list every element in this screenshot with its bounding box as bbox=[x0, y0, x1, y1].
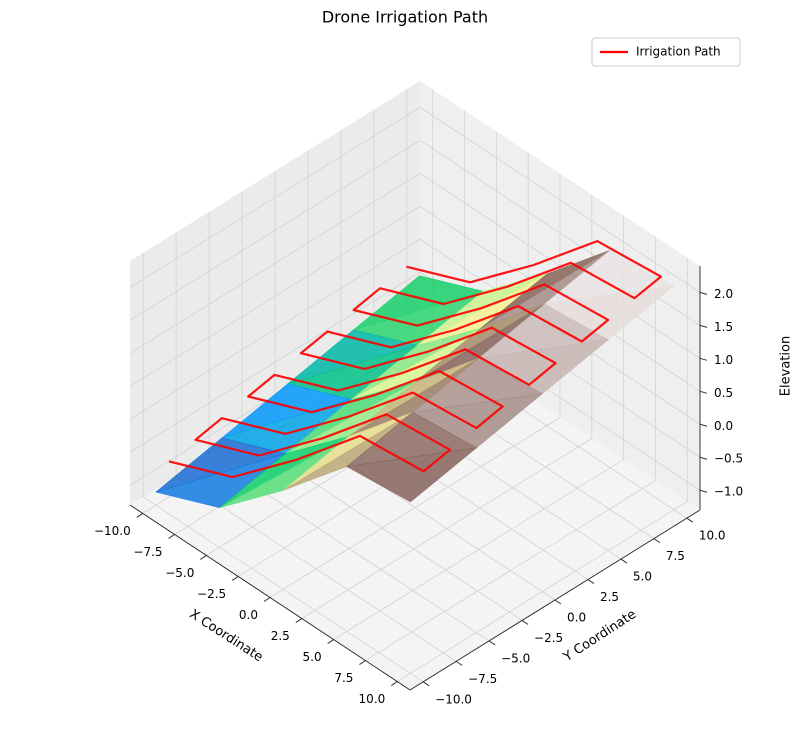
tick-mark bbox=[587, 579, 595, 584]
z-axis-label: Elevation bbox=[779, 336, 794, 396]
grid-line bbox=[129, 140, 421, 321]
annotations: −10.0−7.5−5.0−2.50.02.55.07.510.0 −10.0−7… bbox=[94, 37, 743, 706]
tick-mark bbox=[136, 512, 144, 518]
x-tick-label: 10.0 bbox=[359, 692, 386, 706]
tick-mark bbox=[699, 324, 708, 328]
tick-mark bbox=[231, 576, 239, 581]
grid-line bbox=[129, 271, 421, 453]
z-tick-label: 1.5 bbox=[714, 320, 733, 334]
y-tick-label: −5.0 bbox=[501, 651, 530, 665]
tick-mark bbox=[699, 489, 708, 493]
y-tick-label: 0.0 bbox=[567, 611, 586, 625]
axis-line bbox=[129, 504, 411, 691]
x-tick-label: −5.0 bbox=[165, 566, 194, 580]
tick-mark bbox=[327, 639, 334, 644]
grid-line bbox=[175, 476, 457, 662]
tick-mark bbox=[263, 597, 271, 602]
y-tick-label: 7.5 bbox=[666, 549, 685, 563]
grid-line bbox=[129, 172, 421, 354]
tick-mark bbox=[488, 640, 496, 646]
tick-mark bbox=[699, 291, 708, 295]
tick-mark bbox=[554, 599, 562, 605]
grid-line bbox=[129, 205, 421, 387]
tick-mark bbox=[168, 534, 175, 539]
tick-mark bbox=[200, 555, 207, 560]
tick-mark bbox=[422, 681, 430, 687]
x-tick-label: 0.0 bbox=[239, 608, 258, 622]
tick-mark bbox=[699, 423, 708, 427]
y-tick-label: 5.0 bbox=[633, 570, 652, 584]
grid-line bbox=[129, 107, 421, 288]
z-tick-label: 0.5 bbox=[714, 386, 733, 400]
z-tick-label: 2.0 bbox=[714, 287, 733, 301]
surface-face bbox=[345, 447, 478, 503]
x-tick-label: −10.0 bbox=[94, 524, 131, 538]
x-tick-label: −2.5 bbox=[197, 587, 226, 601]
z-tick-label: 0.0 bbox=[714, 419, 733, 433]
tick-mark bbox=[390, 681, 398, 687]
z-tick-label: −1.0 bbox=[714, 485, 743, 499]
x-tick-label: 7.5 bbox=[334, 671, 353, 685]
z-tick-label: −0.5 bbox=[714, 452, 743, 466]
x-tick-label: 2.5 bbox=[271, 629, 290, 643]
tick-mark bbox=[699, 456, 708, 460]
axis-line bbox=[409, 509, 701, 691]
y-tick-label: −10.0 bbox=[435, 692, 472, 706]
y-tick-label: −7.5 bbox=[468, 672, 497, 686]
tick-mark bbox=[455, 660, 463, 666]
tick-mark bbox=[295, 618, 303, 623]
y-tick-label: 10.0 bbox=[699, 529, 726, 543]
grid-line bbox=[419, 107, 701, 293]
x-tick-label: 5.0 bbox=[303, 650, 322, 664]
tick-mark bbox=[699, 390, 708, 394]
legend-label: Irrigation Path bbox=[636, 45, 721, 59]
tick-mark bbox=[699, 357, 708, 361]
z-tick-label: 1.0 bbox=[714, 353, 733, 367]
tick-mark bbox=[653, 538, 661, 544]
grid-line bbox=[129, 238, 421, 420]
tick-mark bbox=[686, 517, 694, 523]
tick-mark bbox=[620, 558, 628, 564]
tick-mark bbox=[359, 660, 366, 665]
chart-title: Drone Irrigation Path bbox=[322, 8, 488, 27]
y-tick-label: 2.5 bbox=[600, 590, 619, 604]
y-tick-label: −2.5 bbox=[534, 631, 563, 645]
legend-box bbox=[591, 37, 741, 67]
plot-area bbox=[154, 240, 676, 509]
x-tick-label: −7.5 bbox=[133, 545, 162, 559]
grid-line bbox=[142, 496, 424, 683]
path-line bbox=[168, 240, 662, 479]
tick-mark bbox=[521, 620, 529, 625]
